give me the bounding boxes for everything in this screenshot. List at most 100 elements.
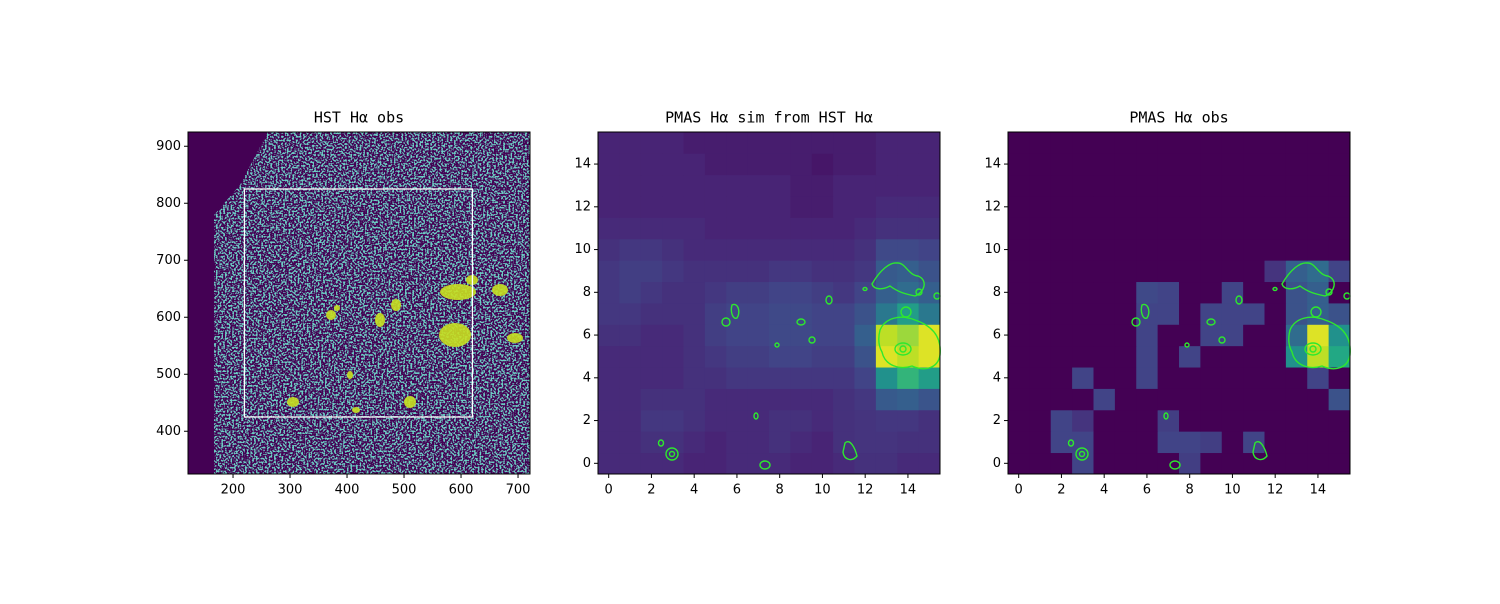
cell — [662, 409, 684, 432]
cell — [683, 303, 706, 325]
cell — [1008, 153, 1030, 176]
cell — [1093, 345, 1116, 368]
cell — [1136, 196, 1159, 218]
cell — [1136, 452, 1159, 475]
cell — [1072, 196, 1094, 218]
y-tick-label: 4 — [993, 370, 1001, 385]
x-tick-label: 4 — [690, 483, 698, 498]
cell — [1029, 153, 1052, 176]
cell — [790, 388, 813, 411]
cell — [1114, 217, 1137, 240]
cell — [598, 238, 620, 261]
x-tick-label: 200 — [221, 483, 246, 498]
cell — [790, 409, 813, 432]
y-tick-label: 6 — [583, 328, 591, 343]
frame — [1007, 131, 1351, 475]
cell — [1008, 196, 1030, 218]
y-tick-label: 400 — [156, 424, 181, 439]
cell — [1307, 452, 1330, 475]
cell — [811, 260, 834, 283]
cell — [1050, 217, 1073, 240]
cell — [1093, 153, 1116, 176]
cell — [1029, 217, 1052, 240]
cell — [833, 260, 855, 283]
cell — [790, 452, 813, 475]
frame — [187, 131, 531, 475]
cell — [704, 431, 727, 454]
cell — [790, 367, 813, 389]
cell — [918, 174, 941, 197]
cell — [598, 345, 620, 368]
cell — [1221, 409, 1244, 432]
cell — [1285, 388, 1308, 411]
cell — [747, 153, 770, 176]
cell — [875, 260, 898, 283]
cell — [1328, 260, 1351, 283]
x-tick-label: 300 — [278, 483, 303, 498]
cell — [747, 345, 770, 368]
y-tick-label: 14 — [574, 157, 591, 172]
cell — [897, 431, 920, 454]
cell — [1136, 324, 1159, 347]
cell — [769, 388, 791, 411]
cell — [811, 196, 834, 218]
cell — [1221, 452, 1244, 475]
cell — [1050, 174, 1073, 197]
cell — [683, 174, 706, 197]
cell — [1072, 388, 1094, 411]
cell — [1264, 303, 1287, 325]
cell — [1029, 367, 1052, 389]
x-tick-label: 12 — [1267, 483, 1284, 498]
panel-title: HST Hα obs — [314, 109, 404, 127]
cell — [1200, 324, 1223, 347]
cell — [747, 238, 770, 261]
cell — [1179, 153, 1201, 176]
cell — [811, 217, 834, 240]
cell — [619, 217, 642, 240]
cell — [918, 217, 941, 240]
cell — [704, 196, 727, 218]
cell — [747, 281, 770, 304]
panel-title: PMAS Hα sim from HST Hα — [665, 109, 873, 127]
cell — [640, 238, 663, 261]
cell — [1136, 388, 1159, 411]
cell — [598, 303, 620, 325]
cell — [598, 431, 620, 454]
cell — [1243, 345, 1265, 368]
cell — [1029, 260, 1052, 283]
cell — [598, 217, 620, 240]
cell — [1243, 153, 1265, 176]
x-tick-label: 8 — [1186, 483, 1194, 498]
cell — [1179, 174, 1201, 197]
cell — [769, 196, 791, 218]
cell — [1114, 409, 1137, 432]
cell — [640, 260, 663, 283]
x-tick-label: 14 — [900, 483, 917, 498]
cell — [875, 132, 898, 154]
cell — [619, 238, 642, 261]
x-tick-label: 8 — [776, 483, 784, 498]
cell — [640, 153, 663, 176]
cell — [854, 367, 877, 389]
cell — [1264, 345, 1287, 368]
cell — [1050, 452, 1073, 475]
cell — [1008, 260, 1030, 283]
cell — [1243, 196, 1265, 218]
cell — [1285, 367, 1308, 389]
cell — [662, 217, 684, 240]
cell — [1157, 345, 1180, 368]
cell — [769, 452, 791, 475]
cell — [726, 324, 749, 347]
cell — [790, 196, 813, 218]
cell — [1157, 132, 1180, 154]
cell — [918, 409, 941, 432]
cell — [854, 281, 877, 304]
cell — [1114, 431, 1137, 454]
cell — [811, 388, 834, 411]
cell — [1093, 132, 1116, 154]
cell — [1072, 345, 1094, 368]
cell — [1114, 303, 1137, 325]
cell — [1029, 431, 1052, 454]
cell — [1136, 345, 1159, 368]
cell — [811, 367, 834, 389]
